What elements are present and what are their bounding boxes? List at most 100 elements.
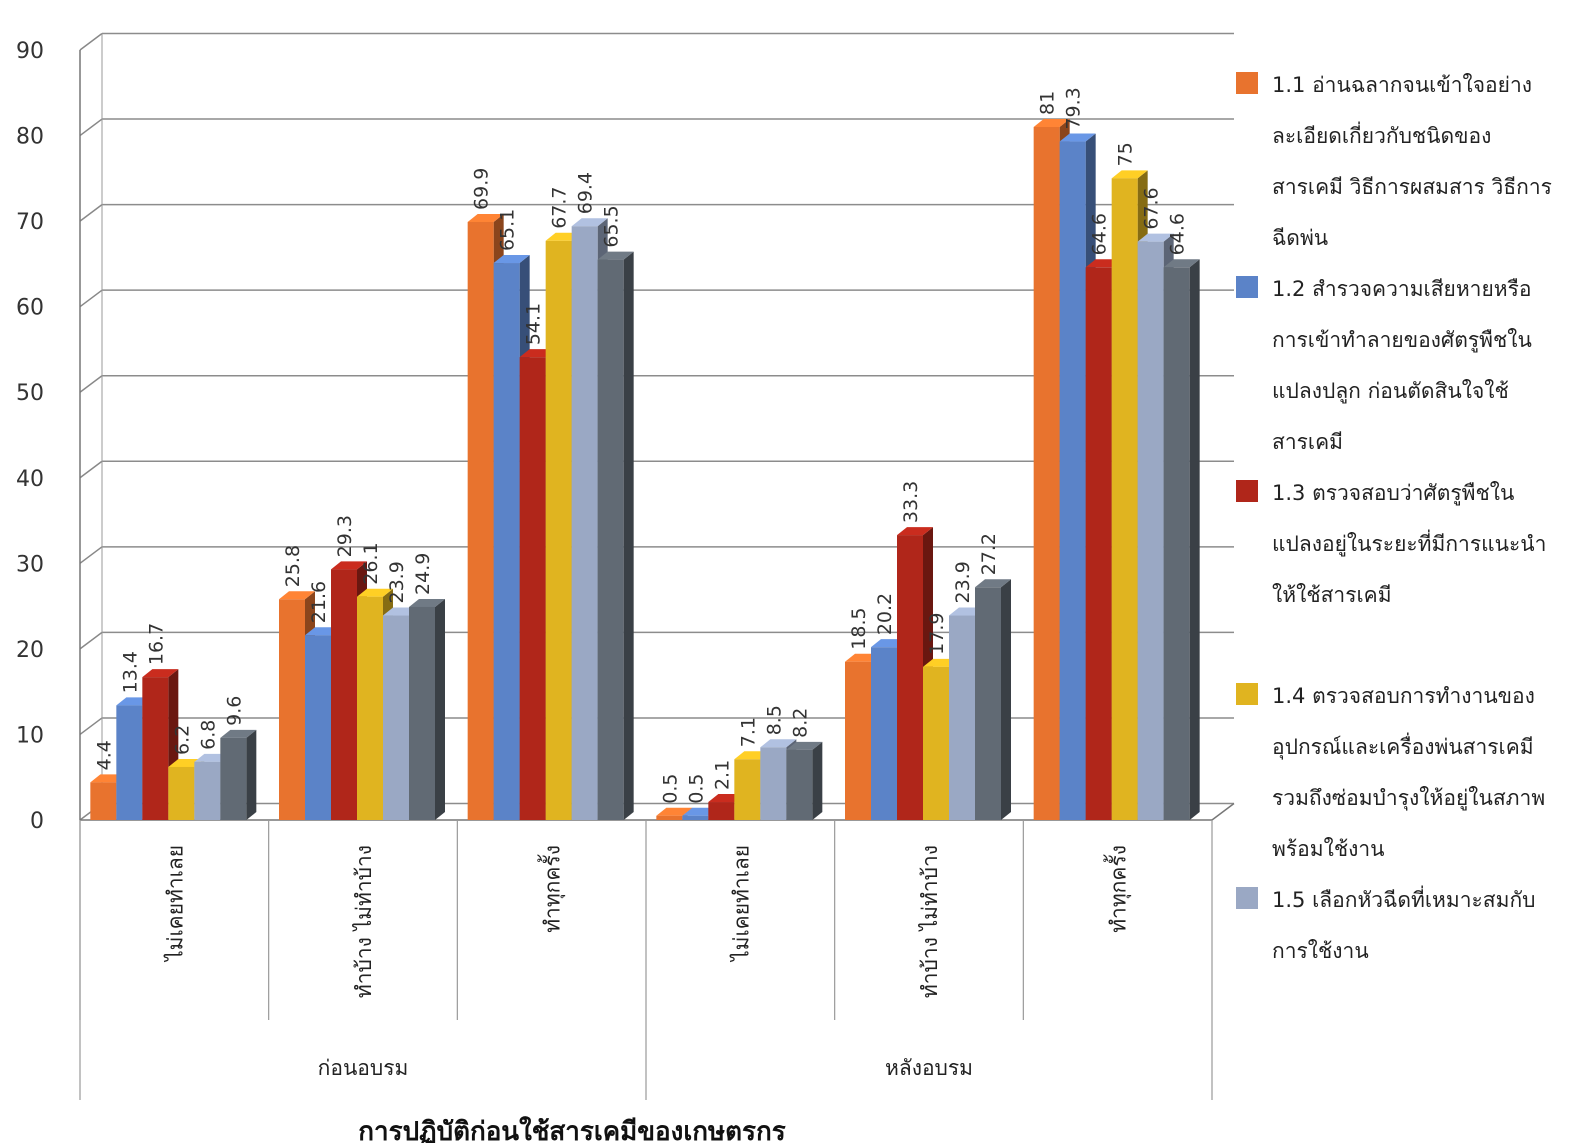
bar bbox=[1163, 267, 1190, 820]
y-tick-label: 40 bbox=[16, 467, 44, 492]
x-tick-label: ไม่เคยทำเลย bbox=[729, 845, 753, 963]
bar-top bbox=[975, 579, 1011, 588]
legend-label: 1.2 สำรวจความเสียหายหรือ bbox=[1272, 277, 1532, 301]
y-tick-label: 90 bbox=[16, 39, 44, 64]
legend-label: 1.3 ตรวจสอบว่าศัตรูพืชใน bbox=[1272, 481, 1514, 506]
legend-label: อุปกรณ์และเครื่องพ่นสารเคมี bbox=[1272, 732, 1534, 760]
bar-top bbox=[331, 561, 367, 570]
legend-swatch bbox=[1236, 72, 1258, 94]
bar bbox=[682, 815, 709, 820]
bar-top bbox=[409, 598, 445, 607]
bar-top bbox=[1111, 170, 1148, 179]
bar bbox=[519, 357, 546, 820]
bar bbox=[116, 705, 143, 820]
bar bbox=[383, 615, 409, 820]
legend-swatch bbox=[1236, 683, 1258, 705]
bar bbox=[279, 599, 305, 820]
bar-top bbox=[493, 255, 530, 264]
data-label: 21.6 bbox=[308, 581, 330, 623]
data-label: 69.9 bbox=[471, 168, 493, 210]
bar-side bbox=[623, 251, 634, 821]
legend-swatch bbox=[1236, 480, 1258, 502]
bar-side bbox=[1001, 579, 1011, 820]
bar bbox=[734, 759, 761, 820]
bar bbox=[786, 749, 813, 820]
x-tick-label: ทำบ้าง ไม่ทำบ้าง bbox=[352, 845, 376, 998]
bar bbox=[897, 535, 923, 820]
bar bbox=[142, 677, 169, 820]
bars bbox=[90, 119, 1200, 821]
data-label: 0.5 bbox=[659, 774, 681, 804]
data-label: 0.5 bbox=[685, 774, 707, 804]
bar bbox=[305, 635, 331, 820]
bar bbox=[357, 596, 383, 820]
value-labels: 4.413.416.76.2 6.89.625.821.629.326.1 23.9… bbox=[93, 87, 1188, 803]
bar-top bbox=[656, 807, 693, 816]
data-label: 6.2 bbox=[171, 725, 193, 755]
bar bbox=[656, 815, 683, 820]
bar bbox=[1033, 127, 1060, 820]
gridline-diagonal bbox=[79, 204, 103, 222]
data-label: 17.9 bbox=[926, 613, 948, 655]
data-label: 7.1 bbox=[737, 717, 759, 747]
data-label: 24.9 bbox=[412, 553, 434, 595]
data-label: 2.1 bbox=[711, 760, 733, 790]
bar-top bbox=[897, 527, 933, 536]
bar bbox=[1085, 267, 1112, 820]
bar bbox=[845, 661, 871, 820]
bar bbox=[409, 606, 435, 820]
bar bbox=[923, 666, 949, 820]
bar bbox=[1059, 141, 1086, 821]
gridline-diagonal bbox=[79, 717, 103, 736]
legend-label: 1.4 ตรวจสอบการทำงานของ bbox=[1272, 684, 1535, 708]
bar bbox=[545, 240, 572, 821]
bar-top bbox=[1163, 259, 1200, 268]
legend-label: ละเอียดเกี่ยวกับชนิดของ bbox=[1272, 121, 1491, 148]
bar-top bbox=[760, 739, 797, 748]
legend-label: ฉีดพ่น bbox=[1272, 226, 1328, 250]
data-label: 25.8 bbox=[282, 545, 304, 587]
data-label: 33.3 bbox=[900, 481, 922, 523]
group-label: ก่อนอบรม bbox=[318, 1056, 409, 1080]
y-tick-label: 0 bbox=[30, 809, 44, 834]
data-label: 20.2 bbox=[874, 593, 896, 635]
y-tick-label: 80 bbox=[16, 125, 44, 150]
data-label: 79.3 bbox=[1063, 87, 1085, 129]
y-tick-label: 70 bbox=[16, 210, 44, 235]
legend-label: 1.5 เลือกหัวฉีดที่เหมาะสมกับ bbox=[1272, 885, 1536, 912]
data-label: 8.2 bbox=[789, 708, 811, 738]
legend-swatch bbox=[1236, 887, 1258, 909]
legend-label: แปลงปลูก ก่อนตัดสินใจใช้ bbox=[1272, 379, 1509, 404]
y-tick-label: 60 bbox=[16, 296, 44, 321]
bar bbox=[871, 647, 897, 820]
bar-side bbox=[246, 729, 257, 820]
bar bbox=[760, 747, 787, 820]
data-label: 65.5 bbox=[601, 205, 623, 247]
bar-top bbox=[597, 251, 634, 260]
data-label: 26.1 bbox=[360, 542, 382, 584]
data-label: 9.6 bbox=[223, 696, 245, 726]
data-label: 4.4 bbox=[93, 740, 115, 770]
data-label: 16.7 bbox=[145, 623, 167, 665]
data-label: 6.8 bbox=[197, 720, 219, 750]
x-tick-label: ทำบ้าง ไม่ทำบ้าง bbox=[918, 845, 942, 998]
bar-top bbox=[142, 669, 179, 678]
data-label: 23.9 bbox=[386, 561, 408, 603]
bar-side bbox=[1189, 259, 1200, 820]
category-labels: ไม่เคยทำเลย ทำบ้าง ไม่ทำบ้าง ทำทุกครั้ง ไม่… bbox=[79, 820, 1213, 1100]
x-tick-label: ทำทุกครั้ง bbox=[538, 845, 566, 933]
y-tick-label: 30 bbox=[16, 552, 44, 577]
data-label: 81 bbox=[1037, 91, 1059, 115]
bar-top bbox=[1059, 133, 1096, 142]
y-tick-label: 10 bbox=[16, 723, 44, 748]
legend-label: ให้ใช้สารเคมี bbox=[1272, 583, 1392, 607]
bar bbox=[493, 263, 520, 820]
bar bbox=[975, 587, 1001, 820]
legend-label: การใช้งาน bbox=[1272, 939, 1369, 963]
legend-label: สารเคมี วิธีการผสมสาร วิธีการ bbox=[1272, 175, 1552, 199]
data-label: 69.4 bbox=[575, 172, 597, 214]
bar bbox=[90, 782, 117, 820]
bar-top bbox=[1137, 233, 1174, 242]
legend-label: พร้อมใช้งาน bbox=[1272, 837, 1385, 861]
